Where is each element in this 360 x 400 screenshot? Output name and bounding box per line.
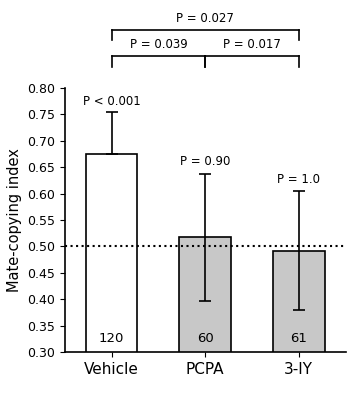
Y-axis label: Mate-copying index: Mate-copying index xyxy=(6,148,22,292)
Text: P < 0.001: P < 0.001 xyxy=(83,94,140,108)
Text: 61: 61 xyxy=(291,332,307,345)
Text: P = 1.0: P = 1.0 xyxy=(277,173,320,186)
Bar xyxy=(86,154,137,400)
Text: 120: 120 xyxy=(99,332,124,345)
Text: P = 0.039: P = 0.039 xyxy=(130,38,187,51)
Bar xyxy=(273,251,325,400)
Text: P = 0.017: P = 0.017 xyxy=(223,38,281,51)
Text: P = 0.90: P = 0.90 xyxy=(180,155,230,168)
Bar xyxy=(179,238,231,400)
Text: P = 0.027: P = 0.027 xyxy=(176,12,234,25)
Text: 60: 60 xyxy=(197,332,213,345)
